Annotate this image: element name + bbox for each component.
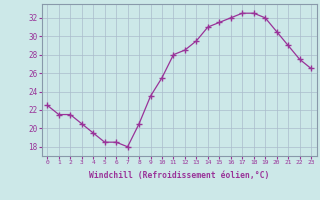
X-axis label: Windchill (Refroidissement éolien,°C): Windchill (Refroidissement éolien,°C) — [89, 171, 269, 180]
